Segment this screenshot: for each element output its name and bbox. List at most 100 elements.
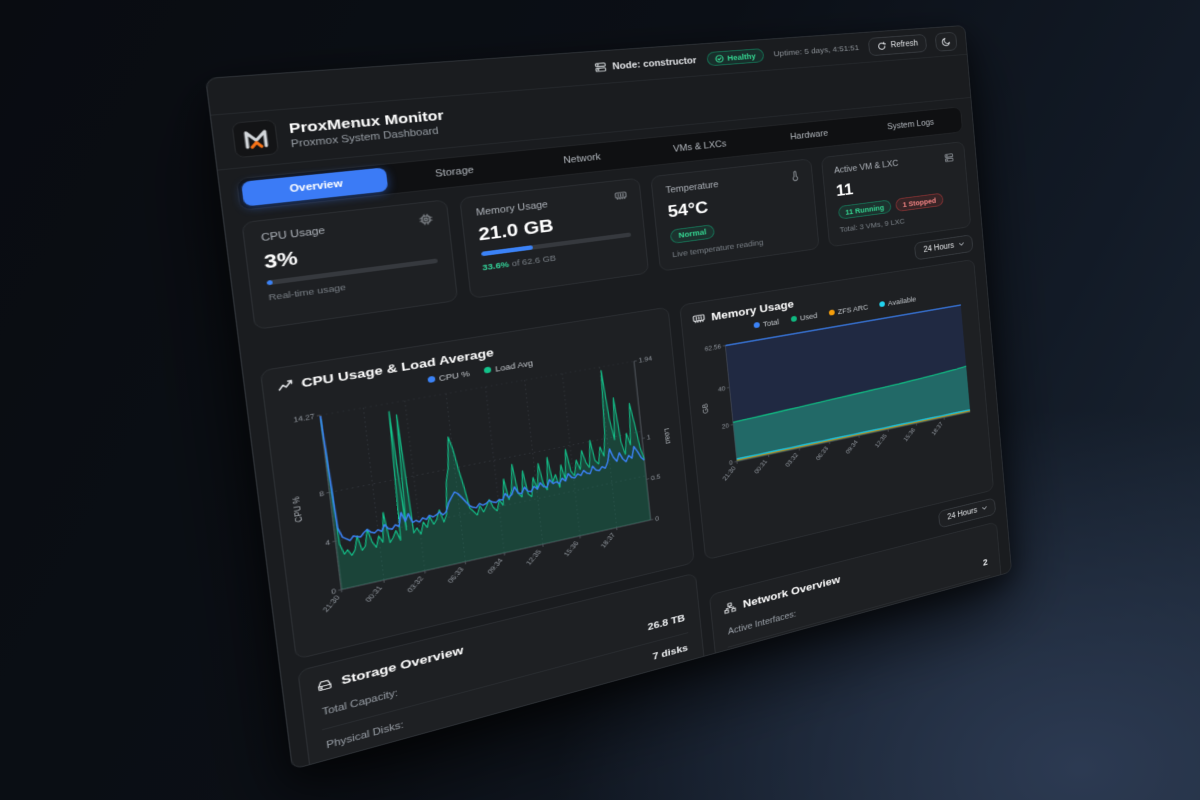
memory-chart-card: Memory Usage Total Used ZFS ARC Availabl… <box>679 258 994 560</box>
health-badge: Healthy <box>706 48 765 67</box>
tab-storage[interactable]: Storage <box>386 154 521 191</box>
memory-usage-card: Memory Usage 21.0 GB 33.6% of 62.6 GB <box>458 177 650 299</box>
cpu-usage-card: CPU Usage 3% Real-time usage <box>241 199 458 330</box>
svg-text:8: 8 <box>319 489 325 498</box>
interface-badge: vmbr0 <box>728 645 776 675</box>
memory-progress-bar <box>480 245 534 257</box>
period-2-label: 24 Hours <box>946 505 978 522</box>
svg-text:15:36: 15:36 <box>902 426 917 442</box>
uptime-label: Uptime: 5 days, 4:51:51 <box>773 43 860 59</box>
network-interfaces-value: 2 <box>982 557 989 568</box>
svg-text:03:32: 03:32 <box>784 451 800 468</box>
active-vm-card: Active VM & LXC 11 11 Running 1 Stopped … <box>820 141 972 247</box>
svg-text:12:35: 12:35 <box>873 432 888 448</box>
refresh-button[interactable]: Refresh <box>867 33 928 57</box>
tab-hardware[interactable]: Hardware <box>755 120 862 152</box>
refresh-icon <box>877 42 886 51</box>
svg-text:14.27: 14.27 <box>293 412 315 424</box>
period-dropdown[interactable]: 24 Hours <box>914 233 974 260</box>
tab-network[interactable]: Network <box>518 142 643 177</box>
logo-m-icon <box>239 125 273 152</box>
check-circle-icon <box>715 54 725 63</box>
storage-disks-value: 7 disks <box>652 642 689 662</box>
svg-text:21:30: 21:30 <box>321 593 342 612</box>
node-label: Node: constructor <box>611 55 697 72</box>
legend-dot-cpu <box>426 375 436 384</box>
cpu-chart-card: CPU Usage & Load Average CPU % Load Avg … <box>259 306 695 660</box>
cpu-chip-icon <box>418 213 433 226</box>
svg-text:03:32: 03:32 <box>405 574 425 593</box>
svg-text:0.5: 0.5 <box>651 472 661 481</box>
svg-text:00:31: 00:31 <box>753 458 769 475</box>
moon-icon <box>941 36 951 46</box>
memory-percent: 33.6% <box>481 259 510 273</box>
svg-text:Load: Load <box>662 427 672 444</box>
left-column: CPU Usage & Load Average CPU % Load Avg … <box>259 306 706 770</box>
legend-dot-used <box>790 315 797 323</box>
theme-toggle-button[interactable] <box>934 31 958 52</box>
chevron-down-icon <box>958 242 964 247</box>
svg-text:20: 20 <box>721 421 729 430</box>
tab-system-logs[interactable]: System Logs <box>860 110 960 140</box>
period-label: 24 Hours <box>923 241 955 255</box>
svg-text:09:34: 09:34 <box>485 556 504 574</box>
hard-drive-icon <box>316 676 333 692</box>
active-vm-label: Active VM & LXC <box>833 158 899 176</box>
memory-caption-rest: of 62.6 GB <box>508 253 557 269</box>
legend-dot-total <box>753 321 760 329</box>
svg-text:62.56: 62.56 <box>704 342 721 352</box>
memory-usage-label: Memory Usage <box>475 199 549 219</box>
tab-overview[interactable]: Overview <box>241 167 389 207</box>
temperature-status-badge: Normal <box>669 223 715 244</box>
svg-text:00:31: 00:31 <box>363 584 384 603</box>
svg-text:18:37: 18:37 <box>599 531 617 549</box>
svg-text:09:34: 09:34 <box>844 438 859 454</box>
vm-running-badge: 11 Running <box>837 199 892 220</box>
temperature-card: Temperature 54°C Normal Live temperature… <box>650 158 820 272</box>
legend-dot-available <box>878 301 885 308</box>
memory-chart: 21:30 00:31 03:32 06:33 09:34 12:35 15:36 18:37… <box>701 294 981 481</box>
svg-text:4: 4 <box>325 538 331 547</box>
svg-text:GB: GB <box>701 402 710 414</box>
refresh-label: Refresh <box>890 39 919 50</box>
cpu-load-chart: 21:30 00:31 03:32 06:33 09:34 12:35 15:36 18:37… <box>291 354 672 613</box>
vm-stopped-badge: 1 Stopped <box>895 192 944 212</box>
svg-text:12:35: 12:35 <box>524 548 543 566</box>
thermometer-icon <box>789 170 800 182</box>
legend-dot-load <box>483 366 492 374</box>
chevron-down-icon-2 <box>981 505 987 511</box>
svg-text:1: 1 <box>646 433 651 441</box>
right-column: Memory Usage Total Used ZFS ARC Availabl… <box>679 258 1005 689</box>
node-info: Node: constructor <box>594 55 697 74</box>
memory-usage-caption: 33.6% of 62.6 GB <box>481 243 633 273</box>
svg-text:40: 40 <box>718 384 726 392</box>
svg-text:1.94: 1.94 <box>638 354 652 364</box>
health-label: Healthy <box>726 51 757 62</box>
network-interfaces-label: Active Interfaces: <box>727 608 797 637</box>
svg-text:06:33: 06:33 <box>446 565 466 584</box>
server-icon <box>594 61 608 73</box>
tab-vms-lxcs[interactable]: VMs & LXCs <box>641 130 757 163</box>
svg-text:15:36: 15:36 <box>562 539 580 557</box>
cpu-progress-bar <box>266 279 273 286</box>
temperature-label: Temperature <box>665 179 720 196</box>
svg-text:CPU %: CPU % <box>291 495 305 523</box>
main-columns: CPU Usage & Load Average CPU % Load Avg … <box>259 258 1005 770</box>
app-logo <box>231 119 280 159</box>
memory-icon <box>614 190 627 201</box>
svg-text:06:33: 06:33 <box>814 445 829 461</box>
memory-chart-icon <box>692 313 705 325</box>
storage-capacity-value: 26.8 TB <box>647 612 686 633</box>
network-icon <box>723 601 736 614</box>
svg-text:0: 0 <box>655 514 660 522</box>
svg-text:21:30: 21:30 <box>721 464 737 481</box>
trend-up-icon <box>277 378 295 392</box>
legend-dot-zfs-arc <box>828 309 835 316</box>
brand-text: ProxMenux Monitor Proxmox System Dashboa… <box>288 108 446 150</box>
svg-text:18:37: 18:37 <box>930 420 944 436</box>
servers-icon <box>944 152 955 163</box>
svg-text:0: 0 <box>331 586 337 595</box>
cpu-usage-label: CPU Usage <box>260 225 326 244</box>
cpu-usage-caption: Real-time usage <box>267 282 347 303</box>
